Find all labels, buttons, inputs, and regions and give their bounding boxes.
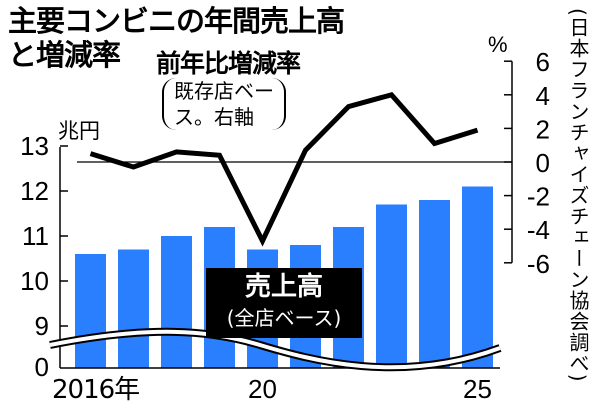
left-tick-label: 11 xyxy=(22,221,49,251)
bar-legend-title: 売上高 xyxy=(244,272,323,302)
left-tick-label: 10 xyxy=(20,266,49,296)
svg-text:0: 0 xyxy=(35,352,49,382)
bar-2017 xyxy=(118,249,149,368)
bar-series-legend: 売上高 (全店ベース) xyxy=(206,268,362,338)
svg-text:25: 25 xyxy=(463,374,492,404)
bar-2016 xyxy=(75,254,106,368)
bar-2023 xyxy=(376,204,407,368)
svg-text:%: % xyxy=(488,32,508,57)
line-series-note: 既存店ベー ス。右軸 xyxy=(162,78,286,130)
line-series-note-line1: 既存店ベー xyxy=(174,79,274,103)
right-tick-label: 2 xyxy=(536,114,550,144)
svg-text:兆円: 兆円 xyxy=(58,119,100,143)
left-tick-label: 12 xyxy=(20,176,49,206)
left-tick-label: 13 xyxy=(20,131,49,161)
chart-title: 主要コンビニの年間売上高 と増減率 xyxy=(8,4,345,72)
chart-title-line1: 主要コンビニの年間売上高 xyxy=(8,4,345,38)
source-note: (日本フランチャイズチェーン協会調べ) xyxy=(566,8,590,383)
right-tick-label: 4 xyxy=(536,81,550,111)
right-tick-label: 6 xyxy=(536,47,550,77)
svg-text:20: 20 xyxy=(248,374,277,404)
bar-legend-note: (全店ベース) xyxy=(226,306,342,330)
svg-text:2016年: 2016年 xyxy=(52,375,139,405)
line-series xyxy=(89,91,479,247)
right-tick-label: -4 xyxy=(527,215,550,245)
bar-2025 xyxy=(462,186,493,368)
axis-break-wave xyxy=(49,327,502,372)
right-tick-label: -2 xyxy=(527,182,550,212)
bar-series xyxy=(75,186,493,368)
right-tick-label: -6 xyxy=(527,249,550,279)
line-series-label: 前年比増減率 xyxy=(156,49,301,78)
chart-title-line2: と増減率 xyxy=(8,38,121,72)
bar-2018 xyxy=(161,236,192,368)
line-series-note-line2: ス。右軸 xyxy=(174,105,254,129)
bar-2024 xyxy=(419,200,450,368)
right-tick-label: 0 xyxy=(536,148,550,178)
left-tick-label: 9 xyxy=(35,311,49,341)
